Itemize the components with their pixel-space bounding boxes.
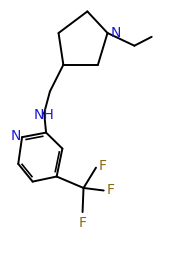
Text: F: F bbox=[99, 159, 107, 173]
Text: N: N bbox=[11, 129, 21, 143]
Text: NH: NH bbox=[34, 108, 55, 122]
Text: F: F bbox=[79, 216, 87, 230]
Text: N: N bbox=[111, 25, 121, 40]
Text: F: F bbox=[107, 183, 115, 198]
